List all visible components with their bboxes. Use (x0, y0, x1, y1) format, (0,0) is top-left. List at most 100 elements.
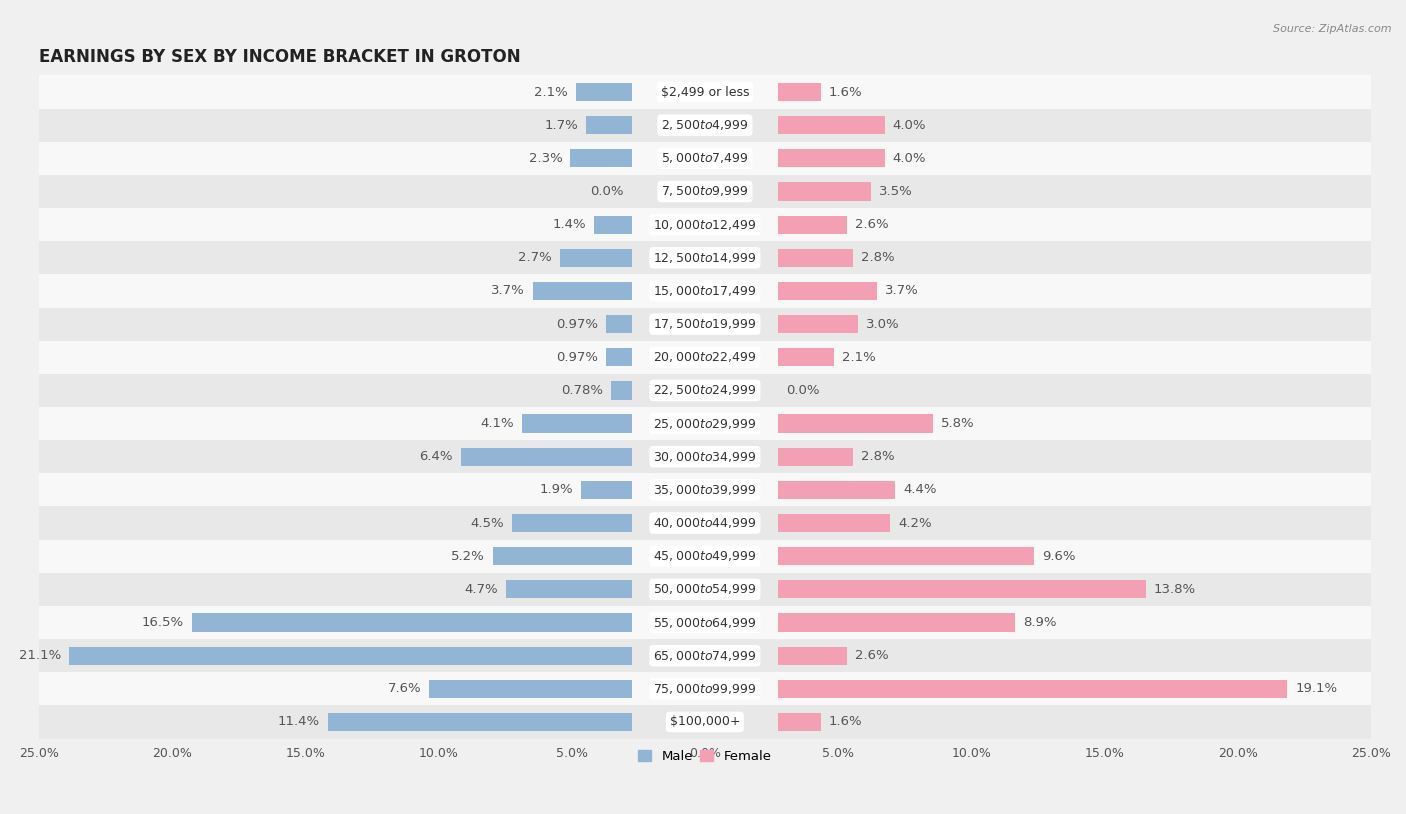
Text: 13.8%: 13.8% (1154, 583, 1197, 596)
Text: 1.6%: 1.6% (828, 85, 862, 98)
Text: 7.6%: 7.6% (388, 682, 422, 695)
Bar (39, 308, 1371, 341)
Text: 9.6%: 9.6% (1042, 549, 1076, 562)
Bar (778, 216, 848, 234)
Text: 5.2%: 5.2% (451, 549, 485, 562)
Text: $15,000 to $17,499: $15,000 to $17,499 (654, 284, 756, 298)
Bar (494, 547, 631, 566)
Bar (39, 573, 1371, 606)
Bar (328, 713, 631, 731)
Bar (69, 646, 631, 665)
Bar (778, 614, 1015, 632)
Text: 21.1%: 21.1% (20, 650, 62, 662)
Text: $10,000 to $12,499: $10,000 to $12,499 (654, 217, 756, 232)
Text: 3.7%: 3.7% (884, 284, 918, 297)
Bar (778, 448, 853, 466)
Bar (39, 706, 1371, 738)
Text: 3.0%: 3.0% (866, 317, 900, 330)
Text: 4.1%: 4.1% (481, 417, 515, 430)
Text: 2.1%: 2.1% (534, 85, 568, 98)
Text: 4.0%: 4.0% (893, 119, 927, 132)
Text: 2.8%: 2.8% (860, 450, 894, 463)
Text: 0.97%: 0.97% (555, 351, 598, 364)
Text: 0.0%: 0.0% (786, 384, 820, 397)
Legend: Male, Female: Male, Female (633, 745, 778, 768)
Bar (778, 580, 1146, 598)
Text: $17,500 to $19,999: $17,500 to $19,999 (654, 317, 756, 331)
Text: $20,000 to $22,499: $20,000 to $22,499 (654, 350, 756, 365)
Bar (39, 374, 1371, 407)
Bar (778, 547, 1033, 566)
Bar (778, 481, 896, 499)
Text: $55,000 to $64,999: $55,000 to $64,999 (654, 615, 756, 629)
Text: 1.7%: 1.7% (544, 119, 578, 132)
Bar (778, 348, 834, 366)
Bar (778, 182, 872, 200)
Bar (39, 540, 1371, 573)
Text: 2.7%: 2.7% (517, 252, 551, 265)
Bar (778, 249, 853, 267)
Bar (39, 639, 1371, 672)
Bar (512, 514, 631, 532)
Bar (606, 315, 631, 333)
Bar (506, 580, 631, 598)
Text: 4.4%: 4.4% (904, 484, 936, 497)
Text: $12,500 to $14,999: $12,500 to $14,999 (654, 251, 756, 265)
Bar (560, 249, 631, 267)
Text: 19.1%: 19.1% (1295, 682, 1337, 695)
Bar (571, 149, 631, 168)
Text: 11.4%: 11.4% (278, 716, 319, 729)
Bar (39, 440, 1371, 473)
Bar (778, 713, 821, 731)
Bar (39, 506, 1371, 540)
Text: $50,000 to $54,999: $50,000 to $54,999 (654, 582, 756, 597)
Text: $100,000+: $100,000+ (669, 716, 740, 729)
Bar (778, 282, 877, 300)
Text: $7,500 to $9,999: $7,500 to $9,999 (661, 185, 748, 199)
Text: 2.3%: 2.3% (529, 152, 562, 165)
Text: 1.6%: 1.6% (828, 716, 862, 729)
Bar (610, 381, 631, 400)
Bar (39, 76, 1371, 108)
Text: 2.6%: 2.6% (855, 218, 889, 231)
Bar (461, 448, 631, 466)
Bar (778, 116, 884, 134)
Bar (586, 116, 631, 134)
Bar (778, 514, 890, 532)
Bar (606, 348, 631, 366)
Text: 4.0%: 4.0% (893, 152, 927, 165)
Text: Source: ZipAtlas.com: Source: ZipAtlas.com (1274, 24, 1392, 34)
Bar (39, 142, 1371, 175)
Text: 2.6%: 2.6% (855, 650, 889, 662)
Bar (778, 315, 858, 333)
Text: 4.2%: 4.2% (898, 517, 932, 530)
Text: EARNINGS BY SEX BY INCOME BRACKET IN GROTON: EARNINGS BY SEX BY INCOME BRACKET IN GRO… (39, 47, 520, 66)
Text: 16.5%: 16.5% (142, 616, 184, 629)
Text: $25,000 to $29,999: $25,000 to $29,999 (654, 417, 756, 431)
Bar (523, 414, 631, 433)
Bar (39, 208, 1371, 241)
Bar (39, 241, 1371, 274)
Bar (778, 646, 848, 665)
Bar (39, 175, 1371, 208)
Text: 0.78%: 0.78% (561, 384, 603, 397)
Text: $5,000 to $7,499: $5,000 to $7,499 (661, 151, 748, 165)
Bar (778, 680, 1286, 698)
Text: 4.5%: 4.5% (470, 517, 503, 530)
Text: 1.4%: 1.4% (553, 218, 586, 231)
Bar (581, 481, 631, 499)
Text: 2.1%: 2.1% (842, 351, 876, 364)
Text: $22,500 to $24,999: $22,500 to $24,999 (654, 383, 756, 397)
Bar (39, 473, 1371, 506)
Text: 3.5%: 3.5% (879, 185, 912, 198)
Text: $35,000 to $39,999: $35,000 to $39,999 (654, 483, 756, 497)
Bar (778, 149, 884, 168)
Bar (39, 108, 1371, 142)
Text: 4.7%: 4.7% (465, 583, 498, 596)
Text: 0.0%: 0.0% (591, 185, 624, 198)
Text: 2.8%: 2.8% (860, 252, 894, 265)
Text: $2,499 or less: $2,499 or less (661, 85, 749, 98)
Text: 0.97%: 0.97% (555, 317, 598, 330)
Bar (39, 274, 1371, 308)
Bar (533, 282, 631, 300)
